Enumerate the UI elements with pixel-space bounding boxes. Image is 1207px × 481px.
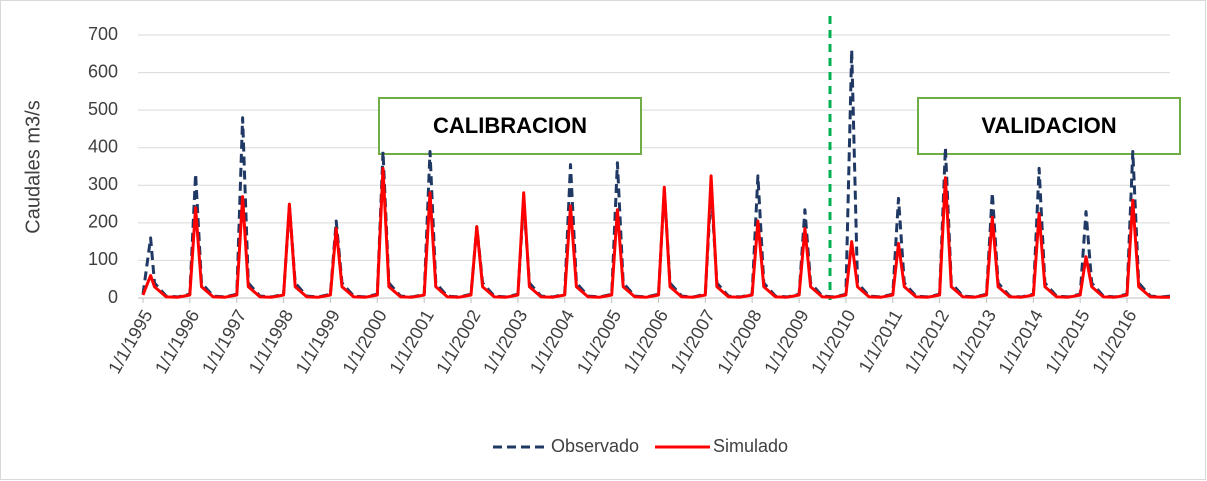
annotation: CALIBRACION xyxy=(433,113,587,138)
y-tick-label: 100 xyxy=(88,249,118,269)
y-tick-label: 300 xyxy=(88,174,118,194)
y-tick-label: 700 xyxy=(88,24,118,44)
annotation-box xyxy=(917,97,1181,155)
y-tick-label: 0 xyxy=(108,287,118,307)
annotation: VALIDACION xyxy=(981,113,1116,138)
legend-label: Simulado xyxy=(713,436,788,456)
legend-label: Observado xyxy=(551,436,639,456)
y-tick-label: 500 xyxy=(88,99,118,119)
y-tick-label: 600 xyxy=(88,61,118,81)
y-tick-label: 200 xyxy=(88,212,118,232)
y-axis-label: Caudales m3/s xyxy=(22,100,44,233)
annotation-box xyxy=(378,97,642,155)
y-tick-label: 400 xyxy=(88,136,118,156)
series-line xyxy=(141,166,1170,299)
